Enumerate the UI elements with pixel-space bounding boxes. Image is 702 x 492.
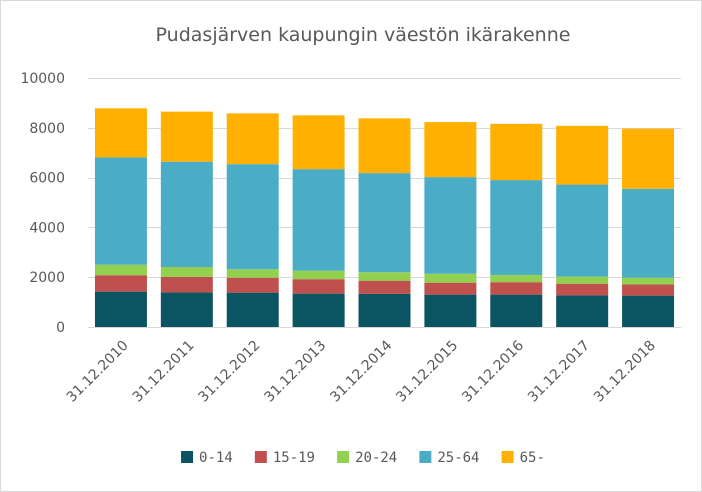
bar-segment-25-64: [94, 157, 147, 265]
x-tick-label: 31.12.2010: [64, 338, 132, 406]
y-tick-label: 0: [56, 320, 65, 336]
x-tick-label: 31.12.2012: [196, 338, 264, 406]
bar-segment-65-: [556, 125, 609, 185]
bar-segment-0-14: [622, 295, 675, 327]
chart-title: Pudasjärven kaupungin väestön ikärakenne: [156, 24, 571, 46]
y-tick-label: 8000: [29, 121, 65, 137]
bar-segment-0-14: [160, 292, 213, 327]
bar-segment-20-24: [292, 270, 345, 280]
bar-segment-20-24: [424, 273, 477, 283]
bar-segment-65-: [358, 118, 411, 174]
bar-segment-25-64: [424, 177, 477, 274]
bar-segment-20-24: [556, 276, 609, 284]
legend-swatch-20-24: [337, 451, 350, 463]
legend-swatch-65-: [501, 451, 514, 463]
legend-label: 25-64: [437, 450, 479, 466]
bar-segment-0-14: [292, 293, 345, 327]
bar-segment-15-19: [160, 276, 213, 293]
legend-swatch-25-64: [419, 451, 432, 463]
legend: 0-14 15-19 20-24 25-64 65-: [181, 450, 545, 466]
bar-segment-65-: [226, 113, 279, 165]
bar-segment-15-19: [358, 280, 411, 294]
bar-segment-15-19: [292, 279, 345, 294]
bar-segment-15-19: [490, 282, 543, 295]
bar-segment-25-64: [226, 164, 279, 270]
bar-segment-0-14: [424, 294, 477, 327]
x-tick-label: 31.12.2011: [130, 338, 198, 406]
legend-swatch-0-14: [181, 451, 194, 463]
bar-segment-15-19: [622, 284, 675, 296]
bar-segment-15-19: [94, 275, 147, 292]
bar-segment-65-: [292, 115, 345, 170]
x-tick-label: 31.12.2013: [261, 338, 329, 406]
x-tick-label: 31.12.2016: [459, 337, 527, 405]
legend-label: 15-19: [273, 450, 315, 466]
x-tick-label: 31.12.2017: [525, 338, 593, 406]
bar-segment-0-14: [556, 295, 609, 327]
x-tick-label: 31.12.2018: [591, 338, 659, 406]
bar-segment-15-19: [556, 283, 609, 296]
legend-swatch-15-19: [254, 451, 267, 463]
bar-segment-25-64: [160, 161, 213, 267]
bar-segment-20-24: [622, 277, 675, 285]
y-tick-label: 4000: [29, 220, 65, 236]
bar-segment-25-64: [490, 180, 543, 275]
bar-segment-25-64: [292, 169, 345, 271]
bars: [94, 108, 675, 327]
bar-segment-65-: [160, 111, 213, 162]
bar-segment-25-64: [622, 188, 675, 278]
bar-segment-25-64: [556, 184, 609, 277]
bar-segment-20-24: [490, 274, 543, 283]
bar-segment-20-24: [94, 264, 147, 276]
legend-label: 0-14: [199, 450, 233, 466]
x-tick-label: 31.12.2014: [327, 337, 395, 405]
bar-segment-0-14: [226, 292, 279, 327]
legend-label: 20-24: [355, 450, 397, 466]
bar-segment-65-: [94, 108, 147, 158]
bar-segment-0-14: [490, 294, 543, 327]
legend-label: 65-: [520, 450, 545, 466]
bar-segment-20-24: [226, 269, 279, 278]
bar-segment-0-14: [358, 293, 411, 327]
bar-segment-65-: [622, 128, 675, 189]
y-tick-label: 10000: [20, 71, 65, 87]
bar-segment-20-24: [358, 272, 411, 281]
bar-segment-65-: [490, 123, 543, 181]
bar-segment-15-19: [226, 277, 279, 293]
bar-segment-15-19: [424, 282, 477, 295]
bar-segment-20-24: [160, 266, 213, 277]
y-tick-label: 2000: [29, 270, 65, 286]
bar-segment-25-64: [358, 173, 411, 273]
bar-segment-0-14: [94, 291, 147, 327]
x-tick-label: 31.12.2015: [393, 338, 461, 406]
y-tick-label: 6000: [29, 171, 65, 187]
bar-segment-65-: [424, 122, 477, 178]
